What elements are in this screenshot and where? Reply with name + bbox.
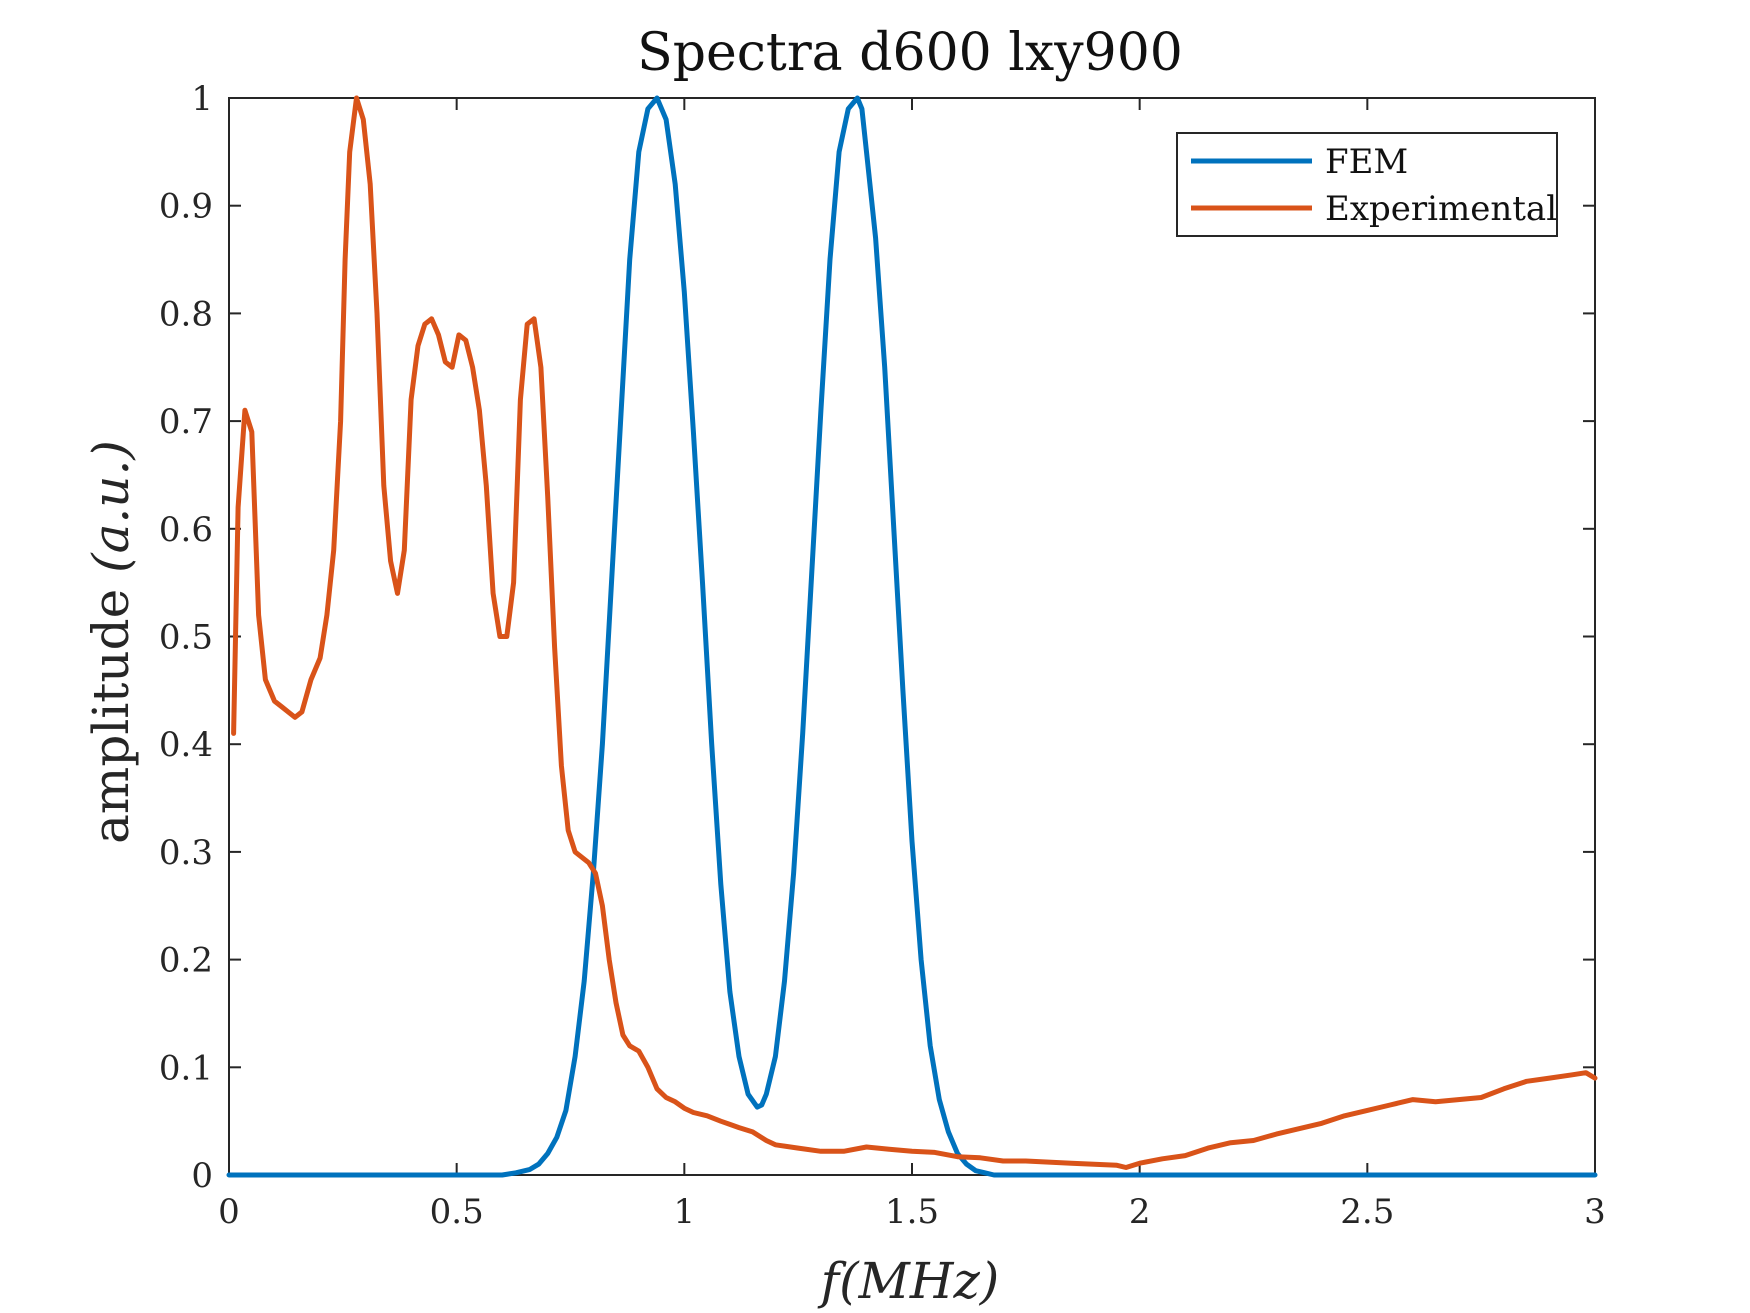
y-tick-label: 0: [191, 1156, 213, 1196]
y-axis-label: amplitude (a.u.): [82, 440, 140, 844]
y-axis-label-units: (a.u.): [82, 440, 140, 573]
chart-title: Spectra d600 lxy900: [637, 23, 1183, 83]
x-tick-label: 1: [674, 1192, 696, 1232]
x-tick-label: 3: [1584, 1192, 1606, 1232]
plot-area: [228, 97, 1596, 1176]
series-layer: [226, 95, 1598, 1178]
x-tick-label: 0: [218, 1192, 240, 1232]
y-tick-label: 0.8: [159, 294, 213, 334]
x-axis-label: f(MHz): [817, 1252, 1000, 1310]
y-tick-label: 0.9: [159, 187, 213, 227]
legend: FEM Experimental: [1176, 132, 1558, 237]
legend-label: Experimental: [1325, 189, 1557, 229]
y-tick-label: 1: [191, 79, 213, 119]
y-tick-label: 0.1: [159, 1048, 213, 1088]
x-tick-label: 1.5: [885, 1192, 939, 1232]
y-tick-label: 0.2: [159, 941, 213, 981]
y-tick-label: 0.6: [159, 510, 213, 550]
y-tick-label: 0.4: [159, 725, 213, 765]
y-axis-label-text: amplitude: [82, 573, 140, 844]
y-tick-label: 0.7: [159, 402, 213, 442]
tick-labels: 0 0.5 1 1.5 2 2.5 3 0 0.1 0.2 0.3 0.4 0.5 0.6 0.7 0.8 0.…: [159, 79, 1606, 1232]
x-tick-label: 2.5: [1340, 1192, 1394, 1232]
x-tick-label: 2: [1129, 1192, 1151, 1232]
legend-label: FEM: [1325, 142, 1408, 182]
legend-box: [1176, 132, 1558, 237]
series-line-experimental: [231, 95, 1598, 1170]
y-tick-label: 0.5: [159, 618, 213, 658]
y-tick-label: 0.3: [159, 833, 213, 873]
x-tick-label: 0.5: [430, 1192, 484, 1232]
